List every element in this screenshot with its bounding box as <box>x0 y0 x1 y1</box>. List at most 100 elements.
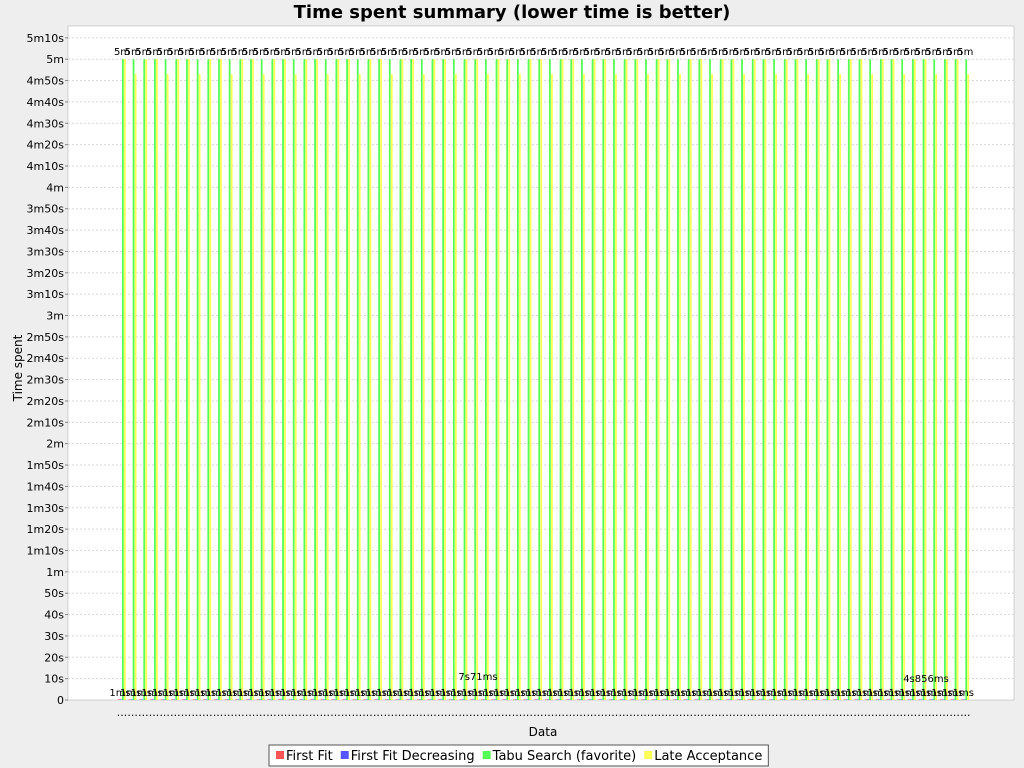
bar <box>335 59 338 700</box>
bar <box>794 59 797 700</box>
bar-value-label: 1ms <box>205 688 226 699</box>
bar <box>918 699 921 700</box>
bar <box>337 59 340 700</box>
bar <box>480 699 483 700</box>
x-category-label: ... <box>522 706 533 719</box>
bar-value-label: 5m <box>466 47 482 58</box>
bar <box>288 699 291 700</box>
bar <box>156 59 158 700</box>
x-category-label: ... <box>330 706 341 719</box>
bar <box>751 59 754 700</box>
bar-value-label: 5m <box>776 47 792 58</box>
bar <box>730 59 733 700</box>
x-category-label: ... <box>811 706 822 719</box>
bar <box>175 59 178 700</box>
bar-value-label: 5m <box>295 47 311 58</box>
bar-value-label: 1ms <box>163 688 184 699</box>
bar <box>418 699 421 700</box>
x-category-label: ... <box>917 706 928 719</box>
x-category-label: ... <box>661 706 672 719</box>
bar-value-label: 5m <box>840 47 856 58</box>
bar <box>305 59 308 700</box>
bar-value-label: 1ms <box>728 688 749 699</box>
bar <box>320 699 323 700</box>
bar <box>709 59 711 700</box>
bar <box>461 699 464 700</box>
bar-value-label: 1ms <box>152 688 173 699</box>
bar <box>218 59 220 700</box>
y-tick-label: 1m40s <box>27 480 65 493</box>
bar-value-label: 5m <box>584 47 600 58</box>
bar-value-label: 5m <box>797 47 813 58</box>
x-category-label: ... <box>725 706 736 719</box>
y-tick-label: 40s <box>44 609 64 622</box>
bar-value-label: 1ms <box>867 688 888 699</box>
bar <box>963 699 966 700</box>
bar <box>269 699 272 700</box>
bar <box>869 59 872 700</box>
bar <box>399 59 402 700</box>
bar-value-label: 5m <box>573 47 589 58</box>
bar <box>875 699 878 700</box>
bar <box>604 59 607 700</box>
x-category-label: ... <box>832 706 843 719</box>
bar-value-label: 5m <box>189 47 205 58</box>
bar <box>433 59 436 700</box>
bar <box>166 74 169 701</box>
bar <box>540 59 543 700</box>
bar-value-label: 5m <box>231 47 247 58</box>
bar <box>497 59 500 700</box>
bar <box>538 59 541 700</box>
bar <box>346 59 348 700</box>
x-category-label: ... <box>651 706 662 719</box>
bar <box>429 699 432 700</box>
bar <box>207 59 210 700</box>
bar <box>374 699 376 700</box>
bar <box>230 74 233 701</box>
bar-value-label: 1ms <box>515 688 536 699</box>
bar <box>282 59 284 700</box>
bar-value-label: 1ms <box>494 688 515 699</box>
bar <box>184 699 186 700</box>
x-category-label: ... <box>939 706 950 719</box>
bar-value-label: 5m <box>456 47 472 58</box>
bar-value-label: 1ms <box>131 688 152 699</box>
legend-swatch <box>644 751 653 759</box>
bar <box>365 699 368 700</box>
bar <box>324 59 327 700</box>
bar-value-label: 5m <box>893 47 909 58</box>
bar <box>205 699 208 700</box>
bar <box>719 59 722 700</box>
bar <box>888 699 891 700</box>
bar <box>828 59 831 700</box>
bar-value-label: 1ms <box>376 688 397 699</box>
bar <box>273 59 276 700</box>
bar-value-label: 5m <box>883 47 899 58</box>
legend: First Fit First Fit Decreasing Tabu Search… <box>268 744 769 767</box>
y-tick-label: 4m <box>46 181 64 194</box>
x-category-label: ... <box>256 706 267 719</box>
bar <box>452 59 455 700</box>
bar-value-label: 1ms <box>440 688 461 699</box>
bar <box>470 699 473 700</box>
bar <box>647 74 649 701</box>
bar-value-label: 1ms <box>398 688 419 699</box>
bar <box>448 699 451 700</box>
bar <box>591 59 594 700</box>
bar <box>911 59 914 700</box>
legend-entry: First Fit Decreasing <box>351 749 475 764</box>
x-axis-label: Data <box>529 725 558 739</box>
bar <box>933 59 936 700</box>
bar-value-label: 5m <box>765 47 781 58</box>
bar <box>150 699 152 700</box>
bar-value-label: 1ms <box>761 688 782 699</box>
bar-value-label: 1ms <box>803 688 824 699</box>
bar <box>482 699 485 700</box>
bar-value-label: 5m <box>637 47 653 58</box>
bar <box>397 699 400 700</box>
bar <box>260 59 263 700</box>
bar <box>408 699 411 700</box>
bar <box>186 59 188 700</box>
bar-value-label: 5m <box>338 47 354 58</box>
bar <box>226 699 229 700</box>
